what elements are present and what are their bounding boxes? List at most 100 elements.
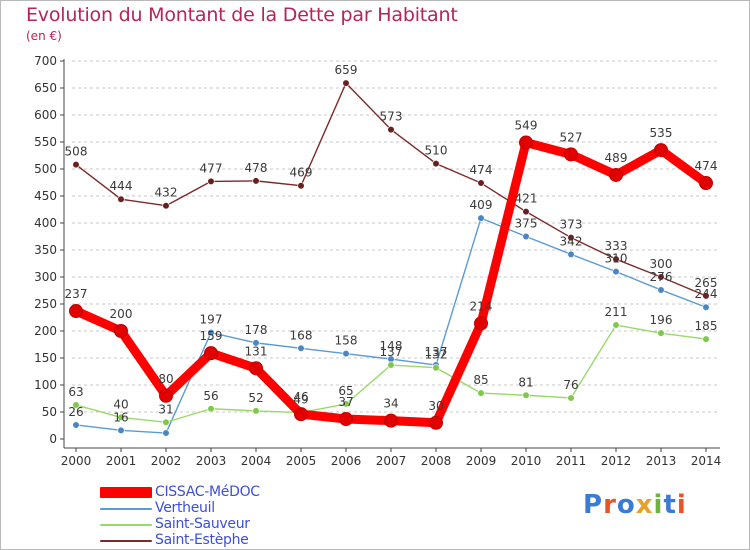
data-point	[477, 214, 485, 222]
data-label: 474	[470, 163, 493, 177]
y-tick-label: 200	[34, 324, 57, 338]
data-label: 31	[158, 402, 173, 416]
data-point	[252, 177, 260, 185]
data-label: 659	[335, 63, 358, 77]
data-label: 421	[515, 192, 538, 206]
data-label: 40	[113, 397, 128, 411]
data-point	[339, 412, 353, 427]
data-label: 81	[518, 375, 533, 389]
legend-item: CISSAC-MéDOC	[100, 484, 360, 502]
data-point	[432, 364, 440, 372]
x-tick-label: 2004	[241, 454, 272, 468]
data-point	[117, 426, 125, 434]
data-point	[522, 208, 530, 216]
logo-letter: o	[616, 490, 636, 520]
data-label: 132	[425, 348, 448, 362]
chart-title: Evolution du Montant de la Dette par Hab…	[26, 4, 458, 26]
data-point	[297, 344, 305, 352]
data-point	[477, 179, 485, 187]
x-tick-label: 2012	[601, 454, 632, 468]
data-label: 63	[68, 385, 83, 399]
data-label: 37	[338, 395, 353, 409]
data-label: 333	[605, 239, 628, 253]
data-point	[387, 125, 395, 134]
data-point	[609, 167, 623, 182]
y-tick-label: 50	[42, 405, 57, 419]
data-point	[162, 418, 170, 426]
chart-subtitle: (en €)	[26, 29, 62, 43]
data-label: 178	[245, 323, 268, 337]
data-label: 477	[200, 161, 223, 175]
y-tick-label: 550	[34, 135, 57, 149]
data-label: 85	[473, 373, 488, 387]
data-point	[72, 401, 80, 409]
data-label: 444	[110, 179, 133, 193]
data-point	[294, 407, 308, 422]
data-label: 310	[605, 252, 628, 266]
data-point	[159, 388, 173, 403]
legend-label: CISSAC-MéDOC	[155, 484, 260, 500]
data-point	[342, 400, 350, 408]
data-label: 30	[428, 399, 443, 413]
data-point	[612, 321, 620, 329]
data-point	[657, 329, 665, 337]
logo-letter: i	[653, 490, 664, 520]
y-tick-label: 400	[34, 216, 57, 230]
legend-item: Vertheuil	[100, 500, 360, 518]
x-tick-label: 2009	[466, 454, 497, 468]
legend-item: Saint-Estèphe	[100, 532, 360, 550]
data-label: 478	[245, 161, 268, 175]
data-point	[612, 268, 620, 276]
data-label: 375	[515, 217, 538, 231]
data-label: 137	[425, 345, 448, 359]
data-point	[429, 415, 443, 430]
data-label: 342	[560, 234, 583, 248]
data-point	[162, 429, 170, 437]
data-point	[564, 147, 578, 162]
data-point	[522, 232, 530, 241]
y-tick-label: 600	[34, 108, 57, 122]
legend-swatch	[100, 540, 152, 542]
logo-letter: x	[635, 490, 654, 520]
y-tick-label: 700	[34, 54, 57, 68]
x-tick-label: 2014	[691, 454, 722, 468]
y-tick-label: 100	[34, 378, 57, 392]
data-label: 196	[650, 313, 673, 327]
data-point	[702, 292, 710, 300]
legend-swatch	[100, 524, 152, 526]
x-tick-label: 2010	[511, 454, 542, 468]
data-label: 65	[338, 384, 353, 398]
y-tick-label: 650	[34, 81, 57, 95]
data-point	[207, 405, 215, 413]
data-point	[522, 391, 530, 399]
x-tick-label: 2013	[646, 454, 677, 468]
data-point	[699, 176, 713, 191]
data-point	[72, 161, 80, 169]
data-label: 573	[380, 110, 403, 124]
data-label: 510	[425, 144, 448, 158]
data-label: 34	[383, 397, 398, 411]
data-label: 26	[68, 405, 83, 419]
logo-letter: r	[603, 490, 617, 520]
data-point	[567, 394, 575, 402]
data-point	[252, 407, 260, 415]
x-tick-label: 2001	[106, 454, 137, 468]
logo-letter: i	[676, 490, 687, 520]
y-tick-label: 0	[49, 432, 57, 446]
data-label: 527	[560, 130, 583, 144]
data-label: 46	[293, 390, 308, 404]
data-label: 409	[470, 198, 493, 212]
y-tick-label: 450	[34, 189, 57, 203]
y-tick-label: 500	[34, 162, 57, 176]
data-label: 300	[650, 257, 673, 271]
legend-label: Saint-Sauveur	[155, 516, 250, 532]
x-tick-label: 2000	[61, 454, 92, 468]
data-label: 76	[563, 378, 578, 392]
data-label: 276	[650, 270, 673, 284]
x-tick-label: 2005	[286, 454, 317, 468]
data-label: 159	[200, 329, 223, 343]
data-point	[117, 413, 125, 422]
legend-swatch	[100, 508, 152, 510]
data-point	[207, 177, 215, 186]
